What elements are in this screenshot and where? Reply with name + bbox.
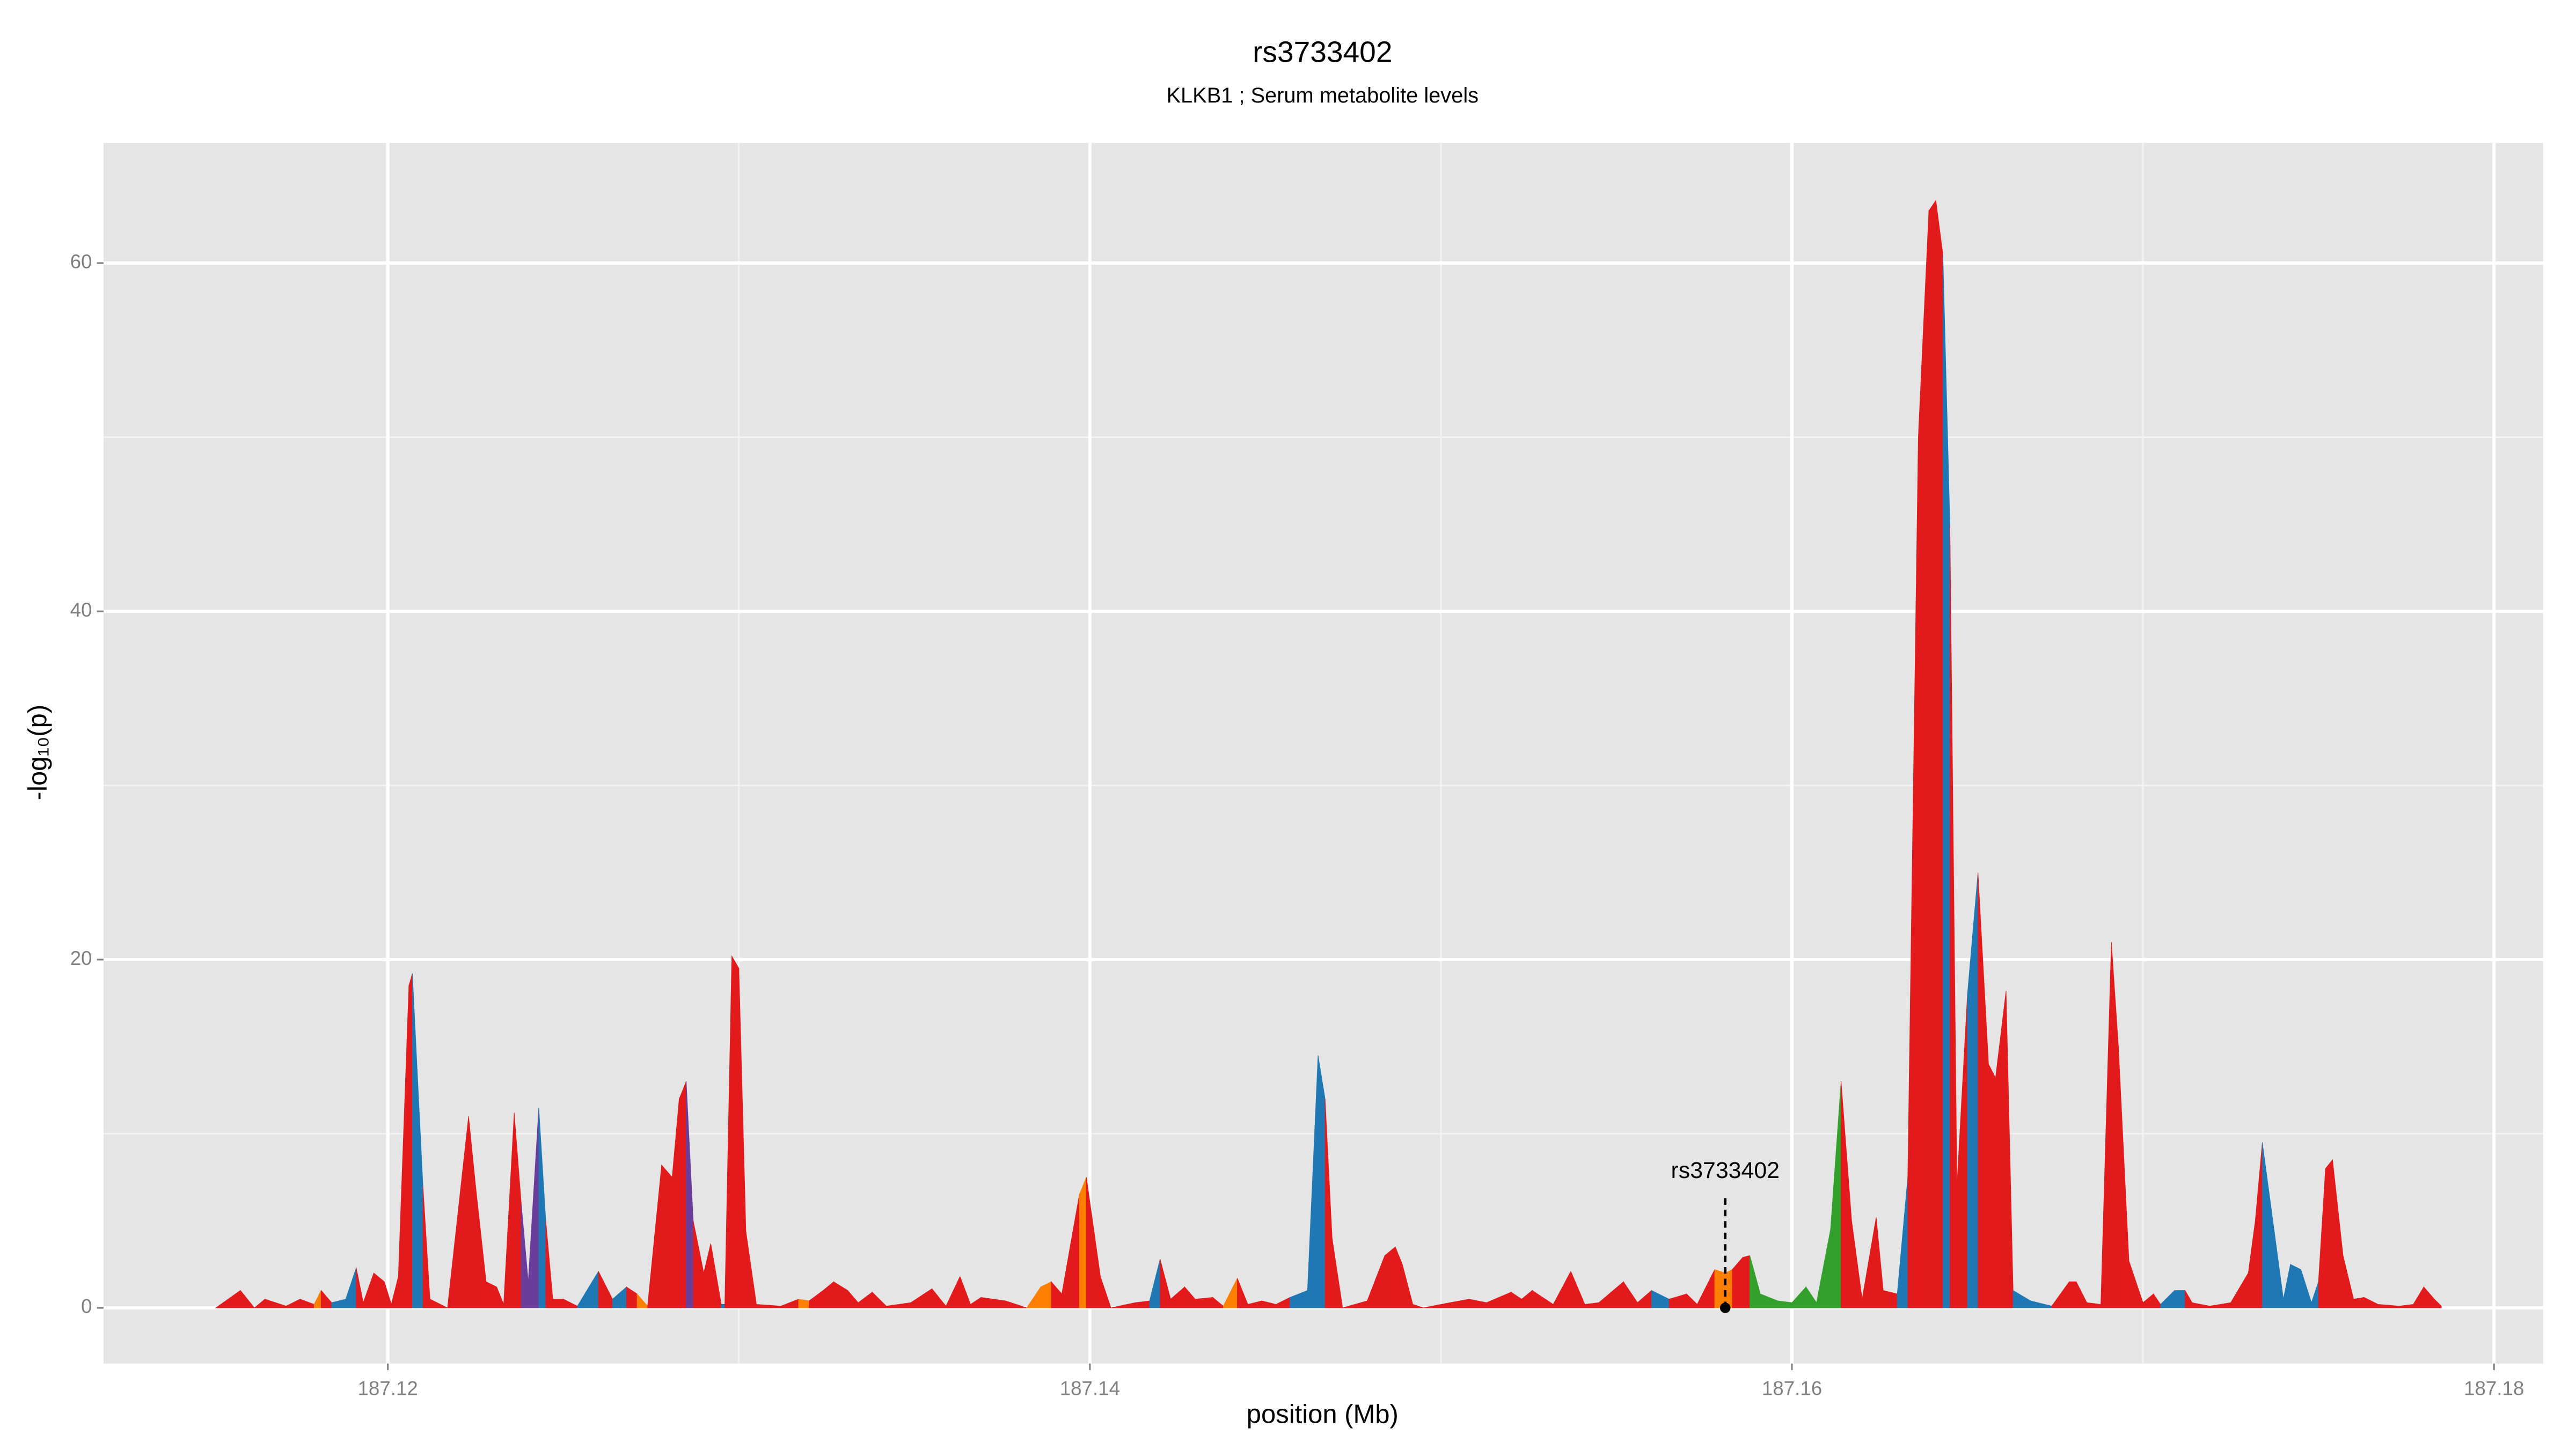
area-segment <box>731 955 740 1308</box>
y-tick-label: 0 <box>81 1296 92 1318</box>
plot-area <box>215 199 2442 1308</box>
area-segment <box>1079 1177 1087 1308</box>
y-axis-label: -log₁₀(p) <box>23 705 52 800</box>
annotation-label: rs3733402 <box>1671 1158 1780 1183</box>
x-tick-label: 187.18 <box>2464 1377 2524 1399</box>
area-segment <box>429 1299 448 1308</box>
area-segment <box>1195 1297 1213 1308</box>
x-tick-label: 187.12 <box>358 1377 418 1399</box>
area-segment <box>552 1299 564 1308</box>
area-segment <box>2353 1297 2365 1308</box>
chart-title: rs3733402 <box>1253 35 1392 69</box>
area-segment <box>240 1290 255 1308</box>
x-tick-label: 187.16 <box>1762 1377 1822 1399</box>
area-segment <box>1005 1300 1027 1308</box>
area-segment <box>721 1304 726 1308</box>
area-segment <box>1100 1276 1111 1308</box>
y-tick-label: 20 <box>70 947 92 969</box>
area-segment <box>2434 1298 2442 1308</box>
y-tick-label: 60 <box>70 251 92 273</box>
area-segment <box>2069 1281 2077 1308</box>
area-segment <box>661 1164 672 1308</box>
area-segment <box>1384 1246 1396 1308</box>
area-segment <box>1928 199 1936 1308</box>
x-axis-label: position (Mb) <box>1247 1400 1399 1429</box>
area-segment <box>679 1081 687 1308</box>
annotation: rs3733402 <box>1671 1158 1780 1313</box>
area-segment <box>798 1299 810 1308</box>
area-segment <box>408 973 413 1308</box>
area-segment <box>2174 1290 2186 1308</box>
area-segment <box>1413 1304 1424 1308</box>
area-segment <box>2290 1264 2301 1308</box>
area-segment <box>1331 1238 1343 1308</box>
area-segment <box>1935 200 1943 1308</box>
annotation-point <box>1719 1302 1731 1313</box>
area-segment <box>1988 1064 1996 1308</box>
y-tick-label: 40 <box>70 599 92 621</box>
chart-subtitle: KLKB1 ; Serum metabolite levels <box>1167 84 1479 107</box>
area-segment <box>1742 1255 1750 1308</box>
area-segment <box>1318 1055 1326 1308</box>
area-segment <box>2325 1159 2333 1308</box>
area-segment <box>1714 1269 1726 1308</box>
x-tick-label: 187.14 <box>1060 1377 1120 1399</box>
